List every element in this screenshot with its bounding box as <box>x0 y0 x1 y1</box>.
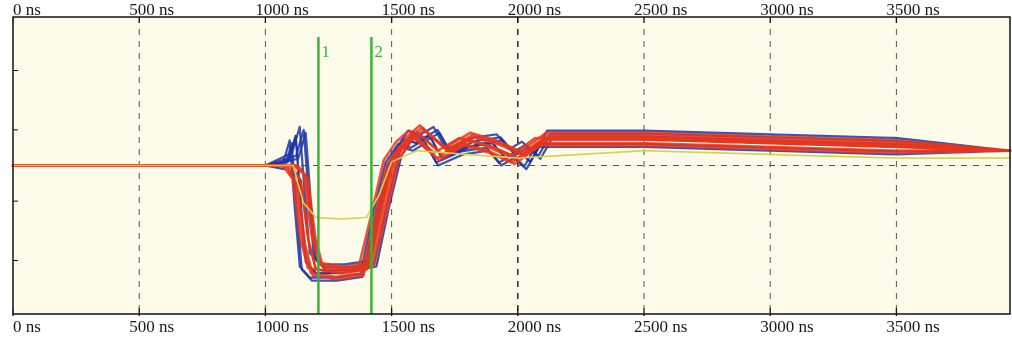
x-tick-label: 3000 ns <box>760 0 813 19</box>
x-tick-label: 3500 ns <box>886 0 939 19</box>
cursor-2-label: 2 <box>374 42 383 61</box>
cursor-1-label: 1 <box>321 42 330 61</box>
trace-line <box>11 136 1012 281</box>
x-tick-label: 500 ns <box>129 317 174 336</box>
x-tick-label: 1500 ns <box>382 317 435 336</box>
trace-line <box>12 149 1011 220</box>
x-tick-label: 1500 ns <box>382 0 435 19</box>
series-red-traces <box>11 124 1012 281</box>
x-tick-label: 2500 ns <box>634 317 687 336</box>
x-tick-label: 1000 ns <box>255 317 308 336</box>
series-layer <box>11 124 1012 282</box>
x-tick-label: 2000 ns <box>508 317 561 336</box>
x-tick-label: 500 ns <box>129 0 174 19</box>
x-tick-label: 0 ns <box>13 317 41 336</box>
x-tick-label: 2000 ns <box>508 0 561 19</box>
trace-line <box>11 124 1012 268</box>
trace-line <box>11 129 1012 274</box>
x-tick-label: 1000 ns <box>255 0 308 19</box>
x-tick-label: 2500 ns <box>634 0 687 19</box>
series-yellow-trace <box>12 149 1011 220</box>
plot-border <box>12 16 1011 315</box>
x-tick-label: 3000 ns <box>760 317 813 336</box>
plot-frame <box>12 16 1011 315</box>
x-tick-label: 0 ns <box>13 0 41 19</box>
top-time-axis: 0 ns 500 ns 1000 ns 1500 ns 2000 ns 2500 ns 30… <box>12 0 940 23</box>
x-tick-label: 3500 ns <box>886 317 939 336</box>
bottom-time-axis: 0 ns 500 ns 1000 ns 1500 ns 2000 ns 2500 ns 30… <box>12 308 940 336</box>
